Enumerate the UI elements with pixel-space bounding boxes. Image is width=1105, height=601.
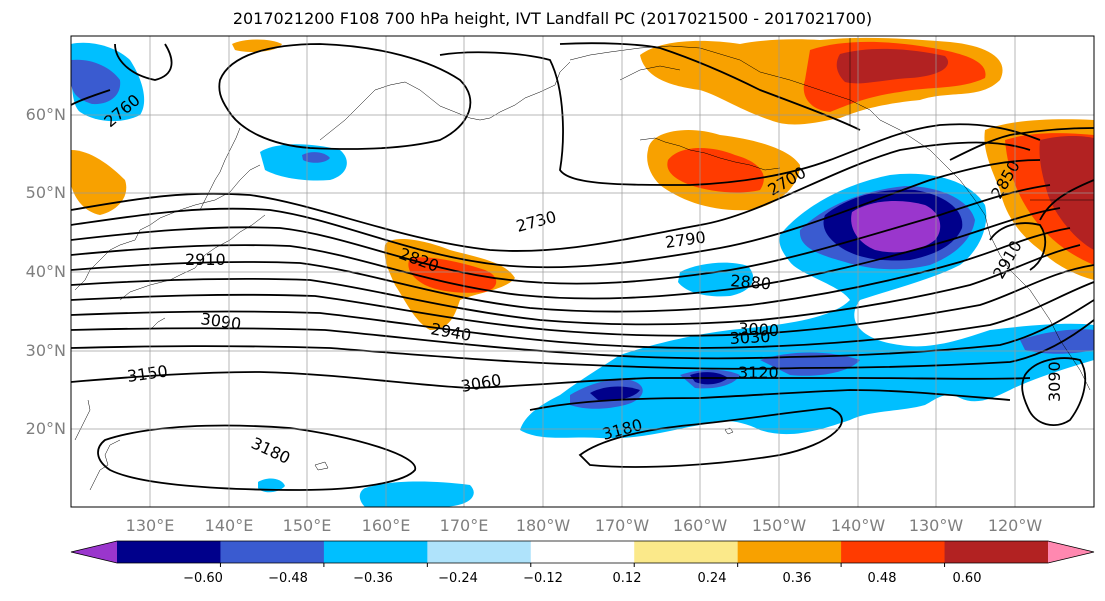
contour-label: 2730 [514,207,558,236]
lon-label: 180°W [515,516,571,535]
lon-label: 140°W [830,516,886,535]
lat-label-40n: 40°N [25,262,66,281]
contour-label: 2910 [185,250,226,269]
lon-label: 120°W [987,516,1043,535]
colorbar-tick-label: −0.12 [523,571,563,586]
colorbar-tick-label: 0.24 [697,571,727,586]
contour-label: 3000 [738,319,780,340]
contour-label: 3180 [248,433,293,467]
graticule [71,36,1094,507]
map-title: 2017021200 F108 700 hPa height, IVT Land… [232,9,873,28]
lat-label-30n: 30°N [25,341,66,360]
contour-label: 3120 [738,363,779,382]
contour-label: 3090 [1045,361,1064,402]
contour-label: 3090 [199,309,242,333]
contour-label: 3150 [126,361,169,385]
lon-label: 130°E [125,516,175,535]
colorbar-tick-label: 0.48 [867,571,897,586]
lat-label-50n: 50°N [25,183,66,202]
contour-label: 2880 [730,271,772,293]
lon-label: 150°E [282,516,332,535]
colorbar-tick-label: 0.36 [782,571,812,586]
lat-label-60n: 60°N [25,105,66,124]
ivt-negative-anomaly [71,42,1094,507]
lon-label: 160°W [672,516,728,535]
lon-label: 170°W [594,516,650,535]
lat-label-20n: 20°N [25,419,66,438]
contour-label: 3030 [729,327,771,348]
colorbar-tick-label: −0.24 [438,571,478,586]
map-frame [70,35,1095,508]
lon-label: 160°E [361,516,411,535]
lon-label: 170°E [439,516,489,535]
contour-label: 3060 [459,370,502,396]
colorbar-tick-label: −0.36 [353,571,393,586]
colorbar-tick-label: −0.60 [183,571,223,586]
lon-label: 150°W [751,516,807,535]
lon-label: 130°W [908,516,964,535]
height-contours [71,42,1094,491]
colorbar-tick-label: −0.48 [268,571,308,586]
colorbar-tick-label: 0.12 [612,571,642,586]
ivt-positive-anomaly [71,37,1094,330]
coastlines [74,38,1094,491]
colorbar-tick-label: 0.60 [952,571,982,586]
lon-label: 140°E [204,516,254,535]
